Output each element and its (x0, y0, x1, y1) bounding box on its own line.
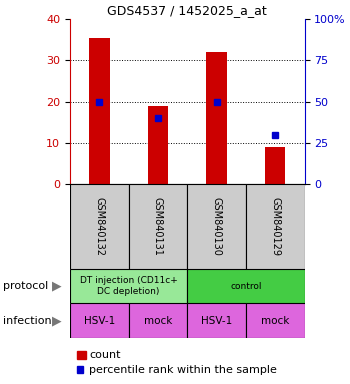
Text: control: control (230, 281, 262, 291)
Bar (129, 184, 187, 269)
Text: ▶: ▶ (52, 280, 61, 293)
Title: GDS4537 / 1452025_a_at: GDS4537 / 1452025_a_at (107, 3, 267, 17)
Text: ▶: ▶ (52, 314, 61, 327)
Text: count: count (89, 350, 121, 360)
Text: GSM840131: GSM840131 (153, 197, 163, 256)
Text: HSV-1: HSV-1 (201, 316, 232, 326)
Bar (129, 303, 187, 338)
Text: DT injection (CD11c+
DC depletion): DT injection (CD11c+ DC depletion) (80, 276, 177, 296)
Text: infection: infection (4, 316, 52, 326)
Bar (70, 303, 129, 338)
Text: GSM840129: GSM840129 (270, 197, 280, 256)
Bar (187, 269, 304, 303)
Bar (246, 303, 304, 338)
Bar (148, 106, 168, 184)
Bar (187, 303, 246, 338)
Bar (265, 147, 286, 184)
Text: mock: mock (261, 316, 289, 326)
Text: GSM840130: GSM840130 (211, 197, 222, 256)
Text: GSM840132: GSM840132 (94, 197, 104, 256)
Bar (70, 184, 129, 269)
Bar (206, 52, 227, 184)
Text: percentile rank within the sample: percentile rank within the sample (89, 365, 277, 375)
Bar (246, 184, 304, 269)
Text: HSV-1: HSV-1 (84, 316, 115, 326)
Bar (187, 184, 246, 269)
Text: protocol: protocol (4, 281, 49, 291)
Text: mock: mock (144, 316, 172, 326)
Bar (89, 38, 110, 184)
Bar (70, 269, 187, 303)
